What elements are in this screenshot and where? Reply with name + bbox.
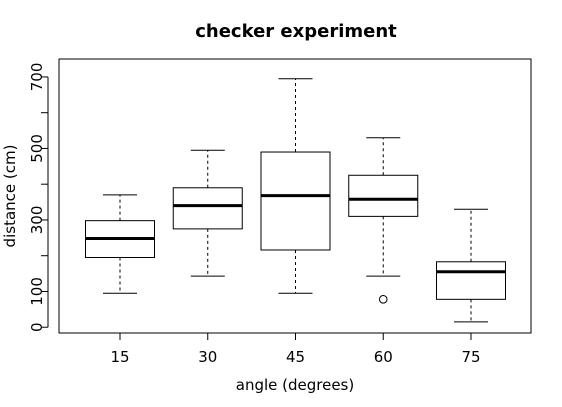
y-tick-label: 0 [28, 322, 46, 332]
box-iqr [348, 174, 419, 217]
box-iqr [172, 187, 243, 230]
x-tick-label: 15 [110, 348, 129, 366]
x-tick-label: 45 [286, 348, 305, 366]
x-tick-label: 60 [374, 348, 393, 366]
y-tick-label: 300 [28, 206, 46, 235]
box-iqr [436, 261, 506, 300]
x-tick-label: 30 [198, 348, 217, 366]
box-60 [348, 137, 419, 304]
box-45 [260, 78, 331, 294]
x-axis: 15 30 45 60 75 [110, 332, 481, 366]
y-axis-label: distance (cm) [1, 145, 19, 248]
y-tick-label: 500 [28, 134, 46, 163]
box-75 [436, 208, 506, 323]
box-15 [85, 194, 155, 294]
y-axis: 0 100 300 500 700 [28, 63, 49, 332]
chart-title: checker experiment [195, 21, 397, 42]
box-30 [172, 149, 243, 277]
y-tick-label: 700 [28, 63, 46, 92]
outlier-point [378, 295, 388, 304]
y-tick-label: 100 [28, 277, 46, 306]
boxes [85, 78, 506, 323]
x-axis-label: angle (degrees) [236, 376, 354, 394]
x-tick-label: 75 [461, 348, 480, 366]
box-iqr [260, 151, 331, 251]
